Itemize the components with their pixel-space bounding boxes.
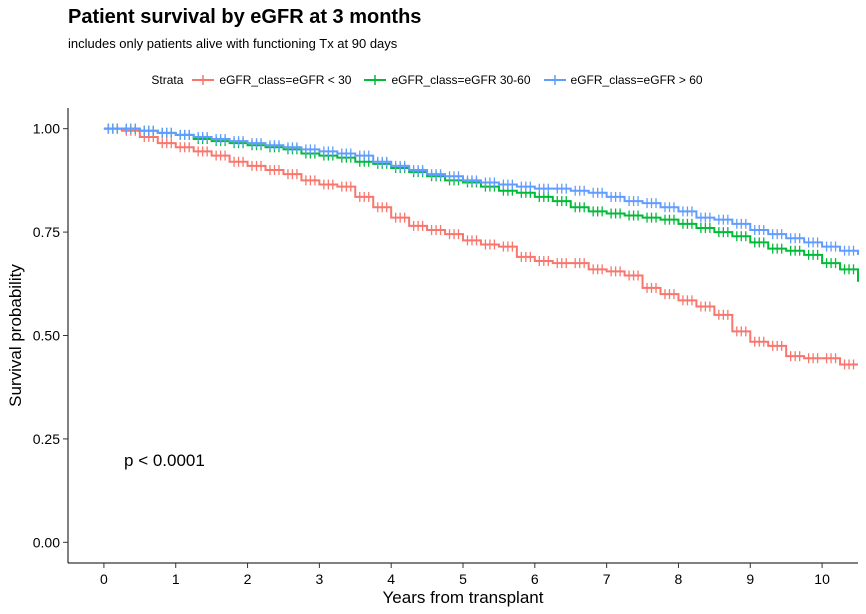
legend-key-egfr-30-60 [364, 75, 387, 85]
legend-label-egfr-30-60: eGFR_class=eGFR 30-60 [391, 73, 531, 87]
legend: Strata eGFR_class=eGFR < 30 eGFR_class=e… [0, 71, 866, 89]
series-1 [103, 123, 859, 282]
legend-item-egfr-lt-30: eGFR_class=eGFR < 30 [191, 73, 351, 87]
survival-curve [103, 127, 859, 255]
legend-title: Strata [151, 73, 184, 87]
legend-key-egfr-lt-30 [192, 75, 215, 85]
x-tick-label: 9 [746, 571, 754, 587]
x-tick-label: 3 [315, 571, 323, 587]
x-tick-label: 4 [387, 571, 395, 587]
legend-key-egfr-gt-60 [543, 75, 566, 85]
series-0 [103, 123, 858, 370]
x-tick-label: 5 [459, 571, 467, 587]
x-tick-label: 8 [675, 571, 683, 587]
chart-subtitle: includes only patients alive with functi… [68, 36, 398, 51]
series-2 [103, 123, 859, 256]
p-value-annotation: p < 0.0001 [124, 451, 205, 470]
x-tick-label: 0 [100, 571, 108, 587]
y-tick-label: 0.50 [33, 328, 60, 344]
axes-layer: 0 1 2 3 4 5 6 7 8 9 10 0.00 0.25 0.50 0.75 1.00 [33, 108, 858, 587]
legend-label-egfr-gt-60: eGFR_class=eGFR > 60 [570, 73, 703, 87]
legend-item-egfr-30-60: eGFR_class=eGFR 30-60 [363, 73, 531, 87]
x-tick-label: 7 [603, 571, 611, 587]
y-tick-label: 0.25 [33, 431, 60, 447]
x-tick-label: 2 [244, 571, 252, 587]
x-tick-label: 6 [531, 571, 539, 587]
legend-label-egfr-lt-30: eGFR_class=eGFR < 30 [219, 73, 352, 87]
legend-item-egfr-gt-60: eGFR_class=eGFR > 60 [543, 73, 703, 87]
y-tick-label: 1.00 [33, 121, 60, 137]
x-tick-label: 10 [814, 571, 830, 587]
survival-curve [103, 127, 858, 366]
chart-title: Patient survival by eGFR at 3 months [68, 6, 422, 28]
series-layer [103, 123, 859, 370]
x-tick-label: 1 [172, 571, 180, 587]
y-tick-label: 0.00 [33, 534, 60, 550]
y-tick-label: 0.75 [33, 224, 60, 240]
survival-curve [103, 127, 859, 282]
y-axis-title: Survival probability [6, 264, 25, 407]
x-axis-title: Years from transplant [383, 588, 544, 607]
